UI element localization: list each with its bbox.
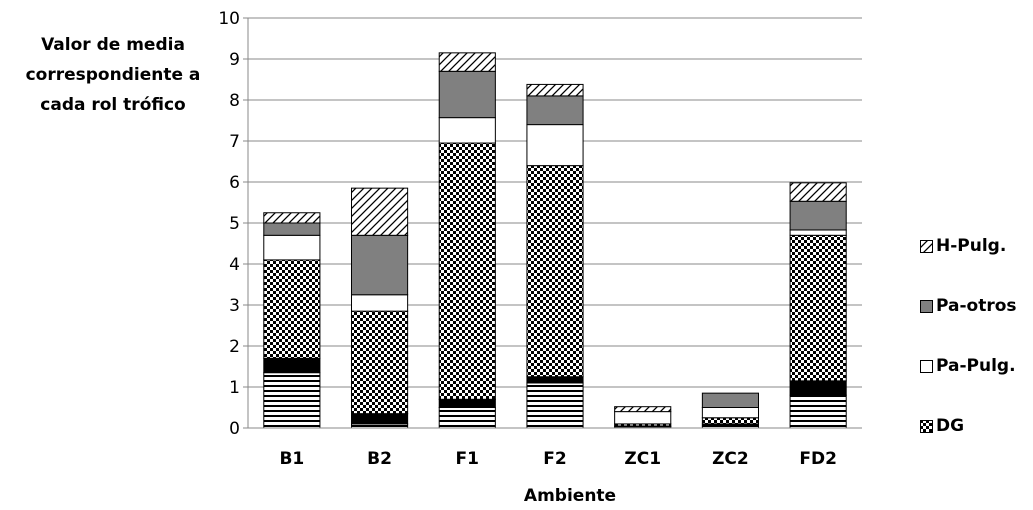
y-tick-label: 10 <box>218 9 240 29</box>
legend-label-dg: DG <box>936 416 965 436</box>
bar-segment-F2-0 <box>526 382 584 429</box>
bar-segment-B2-0 <box>351 423 409 429</box>
y-tick-label: 1 <box>229 378 240 398</box>
x-tick-label: B2 <box>367 449 392 469</box>
y-tick-label: 5 <box>229 214 240 234</box>
legend-label-pa-pulg: Pa-Pulg. <box>936 356 1016 376</box>
bar-segment-FD2-3 <box>789 229 847 236</box>
bars <box>263 52 847 429</box>
bar-segment-FD2-4 <box>789 200 847 231</box>
y-tick-label: 8 <box>229 91 240 111</box>
bar-segment-F1-0 <box>438 407 496 429</box>
bar-segment-FD2-0 <box>789 394 847 429</box>
y-tick-label: 7 <box>229 132 240 152</box>
legend-item-h-pulg: H-Pulg. <box>920 216 1017 276</box>
y-tick-label: 3 <box>229 296 240 316</box>
bar-segment-ZC1-5 <box>614 406 672 413</box>
bar-segment-B2-1 <box>351 413 409 425</box>
x-tick-label: ZC1 <box>624 449 661 469</box>
bar-segment-FD2-5 <box>789 182 847 202</box>
y-tick-label: 2 <box>229 337 240 357</box>
legend-item-pa-otros: Pa-otros <box>920 276 1017 336</box>
bar-segment-F2-2 <box>526 165 584 378</box>
bar-segment-B2-5 <box>351 187 409 236</box>
legend-swatch-check <box>920 419 933 433</box>
legend-item-pa-pulg: Pa-Pulg. <box>920 336 1017 396</box>
legend-label-h-pulg: H-Pulg. <box>936 236 1007 256</box>
x-tick-label: ZC2 <box>712 449 749 469</box>
y-axis-label-line-3: cada rol trófico <box>40 95 186 115</box>
y-axis-label: Valor de media correspondiente a cada ro… <box>8 30 218 120</box>
bar-segment-F1-3 <box>438 117 496 144</box>
bar-segment-B2-2 <box>351 310 409 415</box>
legend-swatch-gray <box>920 299 933 313</box>
x-tick-label: FD2 <box>799 449 837 469</box>
bar-segment-B1-0 <box>263 372 321 429</box>
legend-label-pa-otros: Pa-otros <box>936 296 1017 316</box>
bar-segment-FD2-2 <box>789 234 847 382</box>
y-axis-label-line-2: correspondiente a <box>25 65 201 85</box>
legend-item-dg: DG <box>920 396 1017 456</box>
bar-segment-F1-1 <box>438 398 496 408</box>
y-tick-label: 9 <box>229 50 240 70</box>
x-tick-label: B1 <box>279 449 304 469</box>
bar-segment-FD2-1 <box>789 380 847 396</box>
bar-segment-B2-3 <box>351 294 409 312</box>
legend-swatch-diag <box>920 239 933 253</box>
bar-segment-ZC1-3 <box>614 411 672 425</box>
x-tick-label: F1 <box>456 449 479 469</box>
bar-segment-B2-4 <box>351 234 409 296</box>
axes: 0 1 2 3 4 5 6 7 8 9 10 B1 B2 F1 F2 ZC1 ZC2 FD2 <box>218 9 862 469</box>
bar-segment-B1-1 <box>263 357 321 374</box>
legend: H-Pulg. Pa-otros Pa-Pulg. DG <box>920 216 1017 456</box>
legend-swatch-white <box>920 359 933 373</box>
y-tick-label: 4 <box>229 255 240 275</box>
y-axis-label-line-1: Valor de media <box>41 35 185 55</box>
bar-segment-ZC2-3 <box>701 407 759 419</box>
bar-segment-F2-5 <box>526 83 584 97</box>
x-tick-label: F2 <box>543 449 566 469</box>
bar-segment-F1-5 <box>438 52 496 72</box>
y-tick-label: 0 <box>229 419 240 439</box>
bar-segment-ZC2-2 <box>701 417 759 425</box>
bar-segment-F1-4 <box>438 70 496 119</box>
bar-segment-F2-1 <box>526 376 584 384</box>
bar-segment-B1-2 <box>263 259 321 359</box>
y-tick-label: 6 <box>229 173 240 193</box>
bar-segment-B1-3 <box>263 234 321 261</box>
x-axis-label: Ambiente <box>523 486 617 506</box>
bar-segment-F1-2 <box>438 142 496 400</box>
bar-segment-ZC2-4 <box>701 392 759 408</box>
bar-segment-B1-4 <box>263 222 321 236</box>
bar-segment-F2-3 <box>526 124 584 167</box>
bar-segment-B1-5 <box>263 212 321 224</box>
bar-segment-F2-4 <box>526 95 584 126</box>
